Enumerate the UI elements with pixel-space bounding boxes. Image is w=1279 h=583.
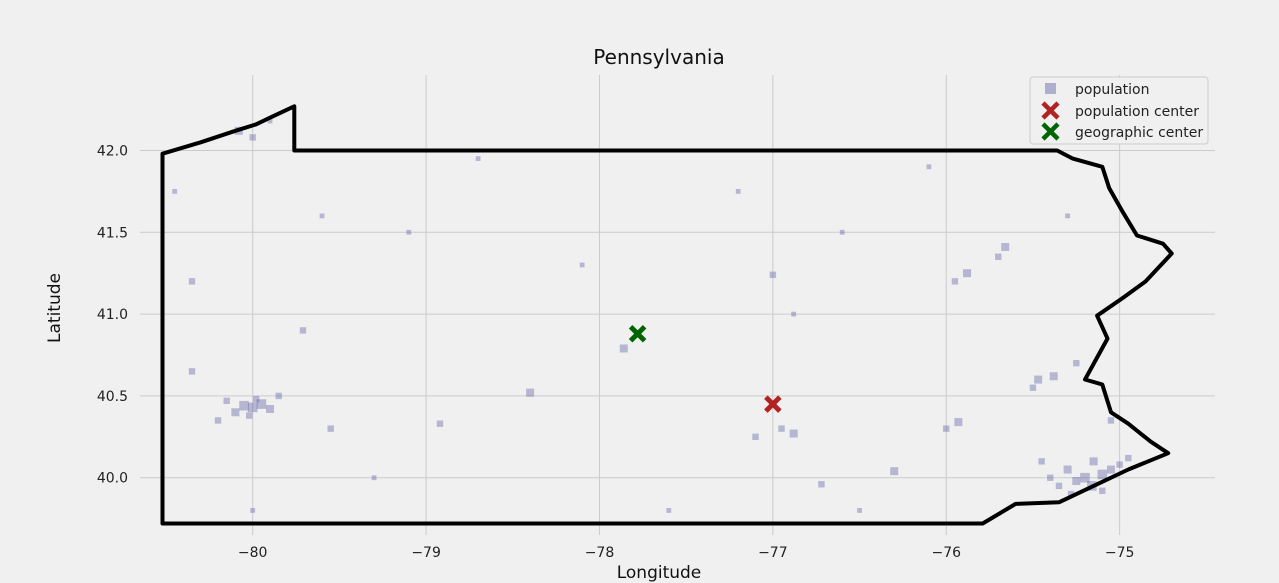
state-border (160, 104, 1174, 526)
x-tick-label: −79 (411, 545, 441, 561)
x-tick-label: −78 (585, 545, 615, 561)
population-point (1001, 243, 1010, 251)
population-point (1107, 417, 1115, 424)
y-tick-label: 41.5 (97, 225, 128, 241)
population-point (223, 397, 230, 405)
population-point (526, 388, 535, 397)
x-tick-label: −80 (238, 545, 268, 561)
population-point (954, 418, 963, 427)
population-point (266, 405, 275, 413)
population-point (231, 408, 240, 417)
population-point (579, 262, 585, 268)
population-point (371, 475, 377, 481)
population-point (1089, 457, 1098, 466)
chart-title: Pennsylvania (593, 45, 724, 69)
population-point (1065, 213, 1071, 219)
legend-population-center-label: population center (1075, 104, 1199, 120)
population-point (256, 399, 267, 409)
population-point (299, 327, 307, 334)
x-tick-label: −77 (758, 545, 788, 561)
population-point (1125, 454, 1132, 462)
y-tick-label: 40.5 (97, 389, 128, 405)
population-point (963, 269, 972, 278)
y-tick-labels: 40.0 40.5 41.0 41.5 42.0 (97, 143, 128, 486)
population-point (791, 311, 797, 317)
population-point (1034, 375, 1043, 384)
population-point (752, 433, 759, 441)
population-point (943, 425, 950, 432)
legend-population-marker (1045, 83, 1056, 94)
population-point (1029, 384, 1037, 391)
legend-frame (1029, 76, 1209, 145)
population-point (818, 481, 825, 488)
population-point (267, 118, 273, 124)
population-point (1072, 477, 1081, 485)
population-point (475, 156, 481, 162)
population-point (778, 425, 785, 432)
x-axis-label: Longitude (617, 563, 702, 583)
legend: population population center geographic … (1029, 76, 1209, 145)
population-point (319, 213, 325, 219)
population-point (406, 229, 412, 235)
y-tick-label: 40.0 (97, 471, 128, 487)
population-point (1067, 490, 1075, 498)
population-point (666, 508, 672, 513)
population-point (890, 467, 899, 476)
population-point (1038, 458, 1045, 465)
population-point (1073, 359, 1080, 367)
population-point (249, 134, 256, 141)
population-point (188, 278, 196, 285)
population-point (839, 229, 845, 235)
population-point (1063, 465, 1072, 474)
population-point (1080, 472, 1090, 483)
population-point (951, 278, 959, 285)
population-point (250, 508, 256, 513)
population-point (1049, 372, 1058, 381)
center-markers (628, 324, 782, 413)
population-point (252, 395, 260, 403)
population-point (246, 412, 253, 419)
population-center-marker (764, 395, 782, 413)
population-point (926, 164, 932, 170)
population-point (1106, 465, 1115, 474)
population-point (619, 344, 628, 353)
population-point (214, 417, 222, 424)
population-point (735, 188, 741, 194)
population-point (275, 392, 282, 400)
x-tick-labels: −80 −79 −78 −77 −76 −75 (238, 545, 1134, 561)
population-point (436, 420, 444, 427)
population-point (789, 429, 798, 438)
legend-geographic-center-marker (1041, 122, 1060, 141)
population-point (857, 508, 862, 513)
y-tick-label: 42.0 (97, 143, 128, 159)
legend-population-label: population (1075, 82, 1150, 98)
population-point (1116, 461, 1123, 468)
population-point (1099, 487, 1106, 495)
legend-geographic-center-label: geographic center (1075, 125, 1203, 141)
y-axis-label: Latitude (45, 273, 65, 343)
population-point (1055, 482, 1063, 490)
population-point (1047, 474, 1054, 481)
x-tick-label: −76 (931, 545, 961, 561)
population-point (188, 368, 196, 375)
y-tick-label: 41.0 (97, 307, 128, 323)
state-border-line (160, 104, 1174, 526)
population-point (1097, 469, 1108, 480)
population-point (995, 253, 1002, 261)
population-point (247, 402, 258, 413)
x-tick-label: −75 (1105, 545, 1135, 561)
population-point (327, 425, 334, 432)
population-point (239, 400, 249, 411)
legend-population-center-marker (1041, 101, 1060, 120)
population-point (172, 188, 178, 194)
population-point (769, 271, 777, 279)
geographic-center-marker (628, 324, 647, 343)
